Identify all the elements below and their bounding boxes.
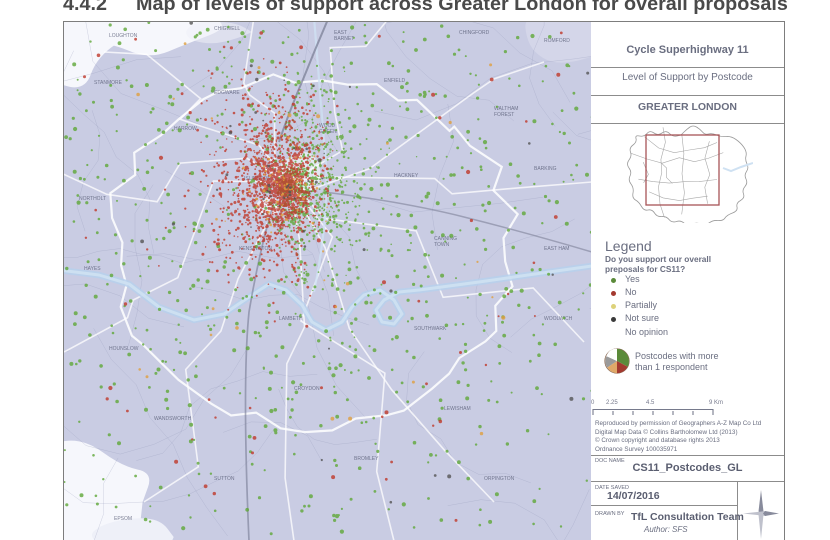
svg-text:FOREST: FOREST [494, 112, 514, 118]
svg-text:HACKNEY: HACKNEY [394, 173, 419, 179]
svg-text:SUTTON: SUTTON [214, 476, 235, 482]
svg-text:ROMFORD: ROMFORD [544, 38, 570, 44]
svg-text:SOUTHWARK: SOUTHWARK [414, 326, 447, 332]
svg-text:BROMLEY: BROMLEY [354, 456, 379, 462]
svg-text:HARROW: HARROW [174, 126, 197, 132]
svg-text:WANDSWORTH: WANDSWORTH [154, 416, 192, 422]
svg-text:CROYDON: CROYDON [294, 386, 320, 392]
svg-text:LOUGHTON: LOUGHTON [109, 33, 138, 39]
svg-text:EDGWARE: EDGWARE [214, 90, 240, 96]
svg-text:TOWN: TOWN [434, 242, 450, 248]
svg-text:2.25: 2.25 [606, 400, 618, 406]
svg-text:0: 0 [591, 400, 595, 406]
svg-text:ORPINGTON: ORPINGTON [484, 476, 515, 482]
svg-text:WOOLWICH: WOOLWICH [544, 316, 573, 322]
svg-text:NORTHOLT: NORTHOLT [79, 196, 106, 202]
svg-text:LEWISHAM: LEWISHAM [444, 406, 471, 412]
svg-text:STANMORE: STANMORE [94, 80, 123, 86]
svg-text:BARNET: BARNET [334, 36, 354, 42]
svg-text:ENFIELD: ENFIELD [384, 78, 406, 84]
svg-text:HOUNSLOW: HOUNSLOW [109, 346, 139, 352]
svg-text:CHINGFORD: CHINGFORD [459, 30, 490, 36]
svg-text:BARKING: BARKING [534, 166, 557, 172]
svg-text:9 Km: 9 Km [709, 400, 723, 406]
svg-text:EPSOM: EPSOM [114, 516, 132, 522]
svg-text:4.5: 4.5 [646, 400, 655, 406]
svg-text:HAYES: HAYES [84, 266, 101, 272]
svg-text:EAST HAM: EAST HAM [544, 246, 569, 252]
